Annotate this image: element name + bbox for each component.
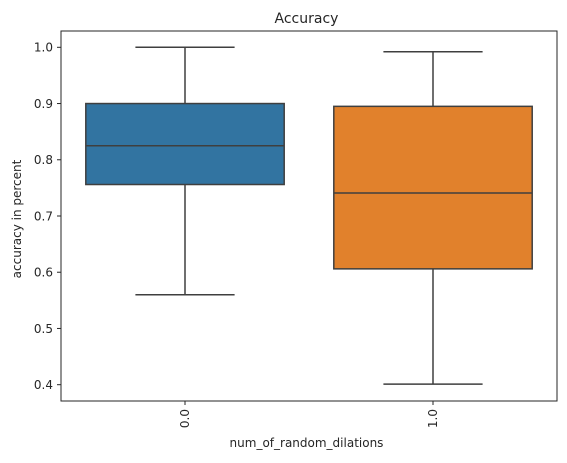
x-tick-label: 1.0 xyxy=(426,409,440,428)
y-axis: 0.4 0.5 0.6 0.7 0.8 0.9 1.0 xyxy=(34,41,61,392)
y-tick-label: 1.0 xyxy=(34,41,53,55)
y-tick-label: 0.5 xyxy=(34,322,53,336)
iqr-box xyxy=(333,105,533,270)
y-tick-label: 0.6 xyxy=(34,266,53,280)
x-axis-label: num_of_random_dilations xyxy=(230,436,384,450)
chart-title: Accuracy xyxy=(275,11,339,27)
box-1.0 xyxy=(333,51,533,385)
box-0.0 xyxy=(85,46,285,296)
plot-frame xyxy=(60,30,558,402)
y-tick-label: 0.9 xyxy=(34,97,53,111)
iqr-box xyxy=(85,102,285,186)
y-axis-label: accuracy in percent xyxy=(10,159,24,278)
plot-area xyxy=(85,46,533,385)
x-tick-label: 0.0 xyxy=(178,409,192,428)
y-tick-label: 0.8 xyxy=(34,153,53,167)
y-tick-label: 0.4 xyxy=(34,378,53,392)
x-axis: 0.0 1.0 xyxy=(178,401,440,428)
y-tick-label: 0.7 xyxy=(34,209,53,223)
